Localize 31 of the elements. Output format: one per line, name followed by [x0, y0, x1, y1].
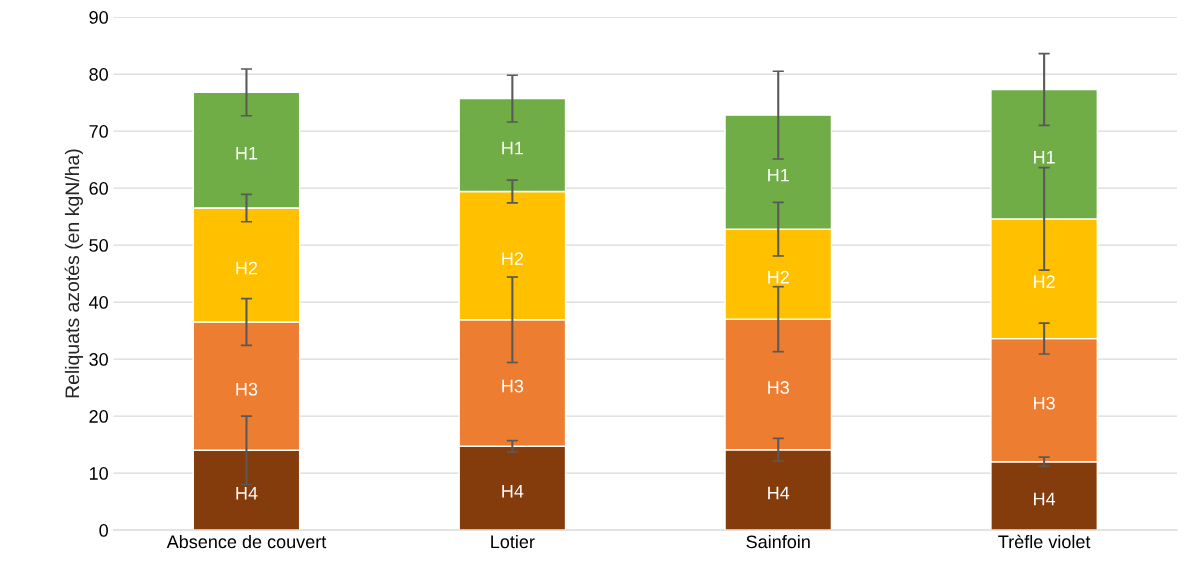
y-tick-label: 30 — [89, 353, 108, 366]
y-tick-label: 60 — [89, 182, 108, 195]
y-tick-label: 90 — [89, 11, 108, 24]
y-tick-label: 50 — [89, 239, 108, 252]
text: H2 — [236, 261, 258, 275]
text: H2 — [1034, 275, 1055, 288]
y-tick-label: 80 — [89, 68, 108, 81]
series-label: H4 — [1034, 492, 1056, 506]
y-tick-label: 0 — [99, 524, 108, 537]
y-tick-label: 10 — [89, 467, 108, 480]
text: H1 — [1034, 150, 1055, 164]
text: H4 — [236, 487, 258, 500]
text: H3 — [236, 382, 258, 396]
series-label: H3 — [1034, 396, 1055, 410]
text: H1 — [768, 168, 789, 182]
text: H4 — [768, 486, 790, 500]
text: H2 — [502, 252, 523, 265]
y-tick-label: 40 — [89, 296, 108, 309]
text: H3 — [768, 381, 789, 394]
x-tick-label: Trèfle violet — [998, 534, 1091, 549]
y-axis-title: Reliquats azotés (en kgN/ha) — [64, 149, 84, 398]
x-tick-label: Absence de couvert — [166, 534, 327, 549]
x-tick-label: Sainfoin — [746, 534, 810, 549]
x-tick-label: Lotier — [491, 534, 535, 549]
text: H1 — [236, 147, 258, 160]
y-tick-label: 70 — [89, 125, 108, 138]
text: H3 — [502, 379, 524, 393]
series-label: H2 — [768, 270, 789, 284]
y-tick-label: 20 — [89, 410, 108, 423]
series-label: H1 — [502, 141, 524, 155]
text: H4 — [502, 485, 524, 498]
